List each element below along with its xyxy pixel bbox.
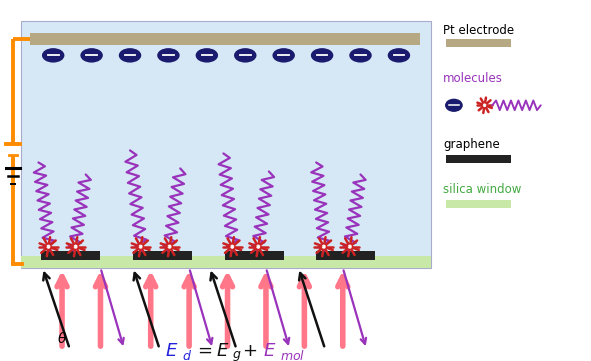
Circle shape bbox=[167, 244, 172, 249]
Ellipse shape bbox=[349, 48, 372, 62]
Circle shape bbox=[322, 244, 326, 249]
Text: molecules: molecules bbox=[443, 72, 503, 85]
Ellipse shape bbox=[311, 48, 333, 62]
Bar bbox=[30, 33, 420, 45]
Text: silica window: silica window bbox=[443, 183, 522, 196]
Text: $\theta$: $\theta$ bbox=[57, 331, 67, 345]
Text: $g$: $g$ bbox=[232, 349, 241, 361]
Circle shape bbox=[348, 244, 352, 249]
Circle shape bbox=[73, 244, 78, 249]
Ellipse shape bbox=[80, 48, 103, 62]
Circle shape bbox=[138, 244, 143, 249]
Circle shape bbox=[483, 103, 486, 107]
Bar bbox=[446, 200, 511, 208]
Ellipse shape bbox=[196, 48, 218, 62]
Text: $E$: $E$ bbox=[165, 342, 179, 360]
Ellipse shape bbox=[272, 48, 295, 62]
Text: graphene: graphene bbox=[443, 138, 500, 151]
Bar bbox=[133, 251, 192, 260]
Circle shape bbox=[256, 244, 261, 249]
Bar bbox=[446, 39, 511, 47]
Bar bbox=[316, 251, 375, 260]
Ellipse shape bbox=[119, 48, 141, 62]
Bar bbox=[21, 256, 431, 268]
Text: $d$: $d$ bbox=[182, 349, 192, 361]
Text: $=E$: $=E$ bbox=[194, 342, 229, 360]
Circle shape bbox=[230, 244, 235, 249]
Bar bbox=[21, 21, 431, 268]
Bar bbox=[225, 251, 284, 260]
Text: Pt electrode: Pt electrode bbox=[443, 23, 514, 36]
Circle shape bbox=[46, 244, 51, 249]
Ellipse shape bbox=[42, 48, 64, 62]
Ellipse shape bbox=[388, 48, 410, 62]
Bar bbox=[41, 251, 100, 260]
Ellipse shape bbox=[445, 99, 463, 112]
Text: $+$: $+$ bbox=[242, 342, 258, 360]
Text: $E$: $E$ bbox=[263, 342, 277, 360]
Text: $mol$: $mol$ bbox=[280, 349, 305, 361]
Ellipse shape bbox=[234, 48, 256, 62]
Bar bbox=[446, 155, 511, 163]
Ellipse shape bbox=[157, 48, 180, 62]
